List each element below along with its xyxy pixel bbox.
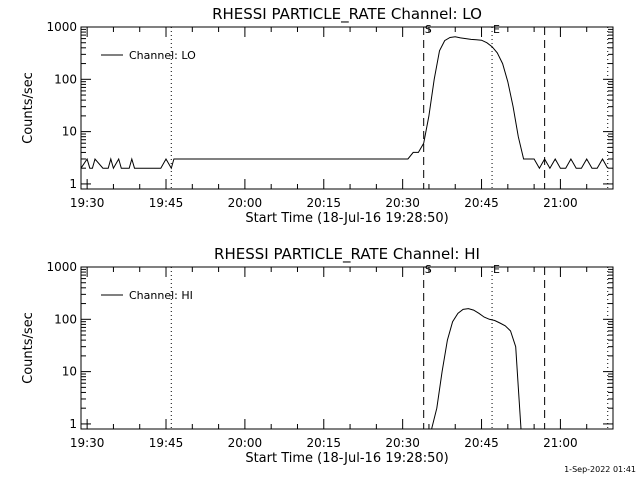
x-tick-label: 19:30 bbox=[70, 436, 105, 450]
marker-label: E bbox=[493, 263, 500, 276]
x-tick-label: 20:45 bbox=[464, 196, 499, 210]
y-tick-label: 100 bbox=[54, 72, 77, 86]
y-tick-label: 1 bbox=[69, 177, 77, 191]
y-tick-label: 10 bbox=[62, 125, 77, 139]
x-tick-label: 20:00 bbox=[228, 196, 263, 210]
marker-label: S bbox=[425, 263, 432, 276]
x-axis-label: Start Time (18-Jul-16 19:28:50) bbox=[245, 451, 448, 466]
y-axis-label: Counts/sec bbox=[21, 72, 36, 144]
x-tick-label: 19:30 bbox=[70, 196, 105, 210]
marker-label: S bbox=[425, 23, 432, 36]
x-tick-label: 20:00 bbox=[228, 436, 263, 450]
y-tick-label: 10 bbox=[62, 365, 77, 379]
y-axis-label: Counts/sec bbox=[21, 312, 36, 384]
x-axis-label: Start Time (18-Jul-16 19:28:50) bbox=[245, 211, 448, 226]
plot-frame bbox=[80, 266, 614, 430]
x-tick-label: 19:45 bbox=[149, 196, 184, 210]
legend-label: Channel: HI bbox=[129, 289, 193, 302]
series-line bbox=[80, 36, 609, 170]
chart-title: RHESSI PARTICLE_RATE Channel: LO bbox=[212, 5, 482, 24]
footer-timestamp: 1-Sep-2022 01:41 bbox=[564, 465, 636, 474]
x-tick-label: 21:00 bbox=[543, 436, 578, 450]
y-tick-label: 1000 bbox=[46, 260, 77, 274]
x-tick-label: 20:30 bbox=[385, 436, 420, 450]
x-tick-label: 20:15 bbox=[306, 196, 341, 210]
y-tick-label: 100 bbox=[54, 312, 77, 326]
x-tick-label: 21:00 bbox=[543, 196, 578, 210]
chart-title: RHESSI PARTICLE_RATE Channel: HI bbox=[214, 245, 480, 264]
series-line bbox=[431, 308, 522, 430]
y-tick-label: 1000 bbox=[46, 20, 77, 34]
y-tick-label: 1 bbox=[69, 417, 77, 431]
plot-frame bbox=[80, 26, 614, 190]
x-tick-label: 20:15 bbox=[306, 436, 341, 450]
x-tick-label: 20:45 bbox=[464, 436, 499, 450]
x-tick-label: 20:30 bbox=[385, 196, 420, 210]
x-tick-label: 19:45 bbox=[149, 436, 184, 450]
marker-label: E bbox=[493, 23, 500, 36]
legend-label: Channel: LO bbox=[129, 49, 196, 62]
